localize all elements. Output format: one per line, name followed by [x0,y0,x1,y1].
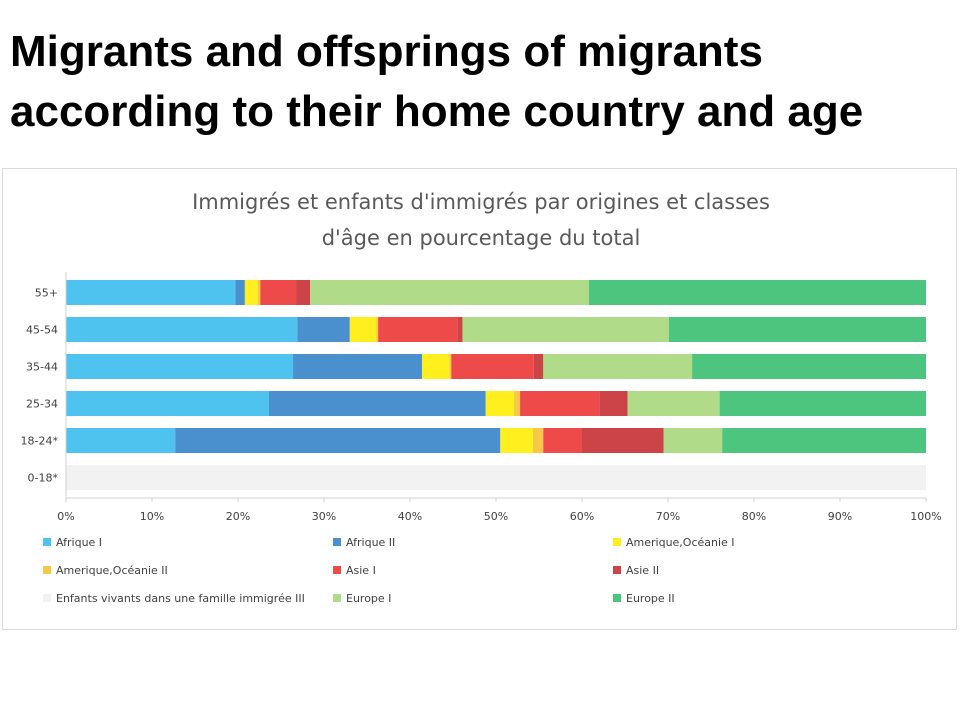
legend-label: Amerique,Océanie II [56,564,168,577]
legend-swatch [613,538,621,546]
bar-segment [543,354,693,379]
bar-segment [457,317,463,342]
x-tick-label: 10% [140,510,164,523]
bar-segment [582,428,664,453]
bar-segment [533,354,544,379]
legend-label: Amerique,Océanie I [626,536,735,549]
bar-segment [349,317,377,342]
legend-swatch [43,566,51,574]
bar-segment [627,391,720,416]
bar-segment [588,280,926,305]
bar-segment [719,391,926,416]
bar-segment [485,391,515,416]
x-tick-label: 30% [312,510,336,523]
bar-segment [451,354,534,379]
bar-segment [66,280,236,305]
legend-label: Europe I [346,592,391,605]
y-tick-label: 45-54 [26,324,58,337]
bar-segment [500,428,533,453]
legend-label: Afrique II [346,536,395,549]
bar-segment [66,354,294,379]
bar-segment [462,317,669,342]
stacked-bar-chart: Immigrés et enfants d'immigrés par origi… [21,190,942,605]
bar-segment [422,354,450,379]
y-tick-label: 55+ [35,287,58,300]
bar-segment [722,428,926,453]
chart-title-line-1: Immigrés et enfants d'immigrés par origi… [192,190,770,214]
bar-segment [514,391,521,416]
x-tick-label: 100% [910,510,941,523]
legend-swatch [43,594,51,602]
legend-swatch [333,538,341,546]
bar-segment [293,354,423,379]
bar-segment [268,391,486,416]
bar-segment [260,280,297,305]
x-tick-label: 90% [828,510,852,523]
bar-segment [66,317,298,342]
legend: Afrique I Afrique II Amerique,Océanie I Ame… [43,536,735,605]
x-tick-label: 60% [570,510,594,523]
legend-swatch [333,566,341,574]
bar-segment [310,280,589,305]
legend-label: Asie I [346,564,376,577]
bar-segment [599,391,628,416]
chart-title-line-2: d'âge en pourcentage du total [322,226,641,250]
bar-segment [175,428,501,453]
bar-segment [543,428,582,453]
x-tick-label: 40% [398,510,422,523]
bar-segment [378,317,458,342]
bar-segment [297,317,350,342]
legend-swatch [613,566,621,574]
chart-frame: Immigrés et enfants d'immigrés par origi… [2,168,957,630]
bar-segment [663,428,723,453]
y-tick-label: 35-44 [26,361,58,374]
bar-segment [235,280,245,305]
bar-segment [520,391,600,416]
legend-swatch [613,594,621,602]
bar-segment [257,280,261,305]
bar-segment [376,317,379,342]
legend-label: Asie II [626,564,659,577]
bar-segment [66,391,269,416]
bar-segment [532,428,544,453]
bar-segment [449,354,452,379]
page-title-line-1: Migrants and offsprings of migrants [10,27,763,76]
y-tick-label: 18-24* [21,435,59,448]
x-tick-label: 0% [57,510,74,523]
page-title-line-2: according to their home country and age [10,87,864,136]
bar-segment [66,465,926,490]
x-tick-label: 50% [484,510,508,523]
plot-area: 55+ 45-54 35-44 25-34 18-24* 0-18* 0% 10% 20% 30%… [21,272,942,523]
x-tick-label: 20% [226,510,250,523]
legend-label: Afrique I [56,536,102,549]
bar-segment [296,280,311,305]
bar-segment [244,280,258,305]
legend-swatch [43,538,51,546]
legend-swatch [333,594,341,602]
bar-segment [66,428,176,453]
legend-label: Enfants vivants dans une famille immigré… [56,592,305,605]
legend-label: Europe II [626,592,675,605]
bar-segment [668,317,926,342]
x-tick-label: 80% [742,510,766,523]
page-title: Migrants and offsprings of migrants acco… [10,22,950,142]
bar-segment [692,354,926,379]
x-tick-label: 70% [656,510,680,523]
y-tick-label: 25-34 [26,398,58,411]
y-tick-label: 0-18* [28,472,59,485]
